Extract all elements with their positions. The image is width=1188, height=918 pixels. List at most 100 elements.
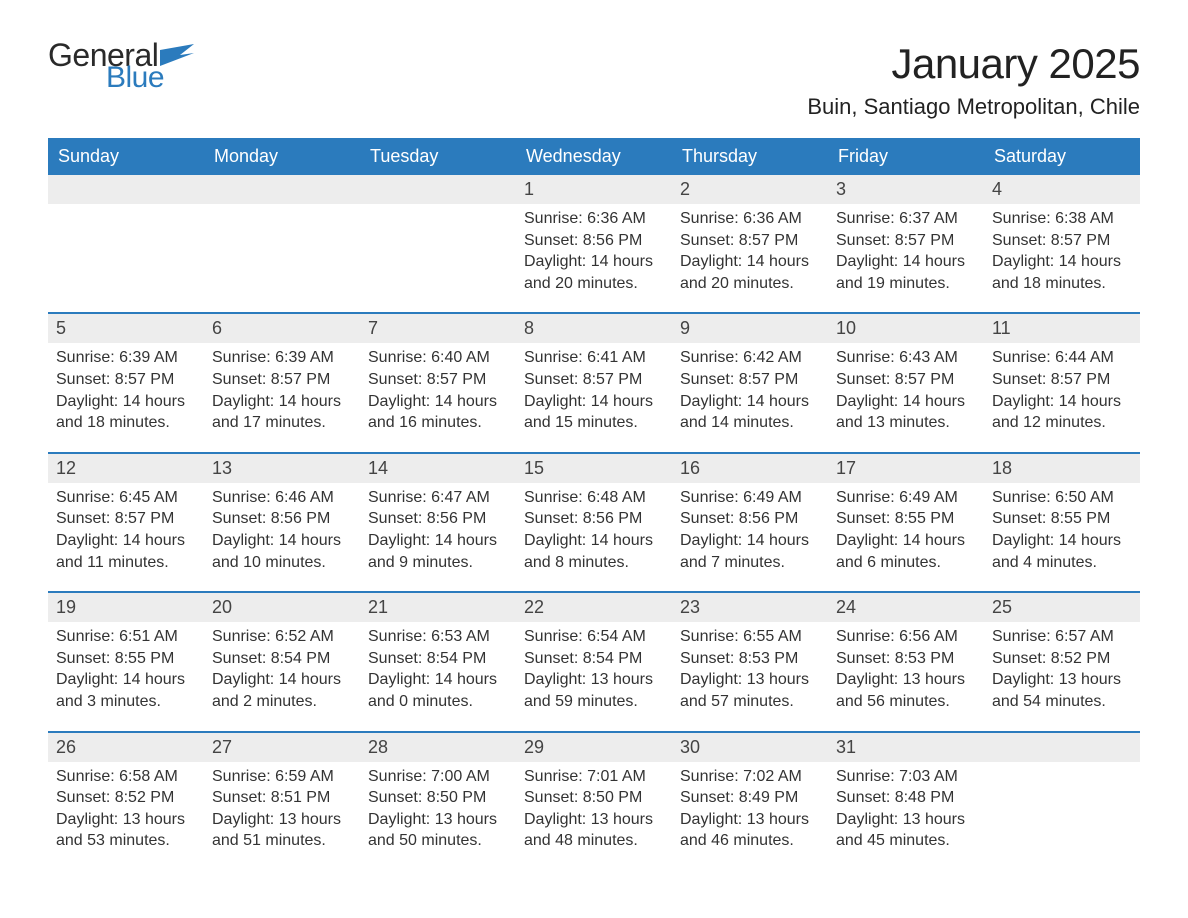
sunrise-label: Sunrise: 6:52 AM <box>212 626 352 648</box>
day-details: Sunrise: 6:46 AMSunset: 8:56 PMDaylight:… <box>204 483 360 591</box>
day-number: 17 <box>828 454 984 483</box>
sunset-label: Sunset: 8:52 PM <box>56 787 196 809</box>
day-details: Sunrise: 6:40 AMSunset: 8:57 PMDaylight:… <box>360 343 516 451</box>
daylight-line-2: and 3 minutes. <box>56 691 196 713</box>
daylight-line-1: Daylight: 13 hours <box>836 809 976 831</box>
date-band-row: 19202122232425 <box>48 593 1140 622</box>
day-number: 22 <box>516 593 672 622</box>
daylight-line-2: and 20 minutes. <box>680 273 820 295</box>
sunset-label: Sunset: 8:57 PM <box>368 369 508 391</box>
day-number: 2 <box>672 175 828 204</box>
location-label: Buin, Santiago Metropolitan, Chile <box>807 94 1140 120</box>
flag-icon <box>160 40 194 70</box>
daylight-line-1: Daylight: 14 hours <box>992 251 1132 273</box>
brand-logo: General Blue <box>48 40 194 93</box>
date-band-row: 262728293031 <box>48 733 1140 762</box>
day-number: 8 <box>516 314 672 343</box>
sunset-label: Sunset: 8:57 PM <box>680 369 820 391</box>
daylight-line-2: and 50 minutes. <box>368 830 508 852</box>
daylight-line-2: and 19 minutes. <box>836 273 976 295</box>
daylight-line-2: and 7 minutes. <box>680 552 820 574</box>
daylight-line-1: Daylight: 14 hours <box>680 391 820 413</box>
sunset-label: Sunset: 8:51 PM <box>212 787 352 809</box>
daylight-line-1: Daylight: 14 hours <box>524 391 664 413</box>
sunset-label: Sunset: 8:57 PM <box>836 230 976 252</box>
week-row: 19202122232425Sunrise: 6:51 AMSunset: 8:… <box>48 591 1140 730</box>
sunrise-label: Sunrise: 6:55 AM <box>680 626 820 648</box>
daylight-line-1: Daylight: 14 hours <box>212 669 352 691</box>
day-details: Sunrise: 6:39 AMSunset: 8:57 PMDaylight:… <box>204 343 360 451</box>
date-body-row: Sunrise: 6:36 AMSunset: 8:56 PMDaylight:… <box>48 204 1140 312</box>
day-number: 9 <box>672 314 828 343</box>
sunset-label: Sunset: 8:57 PM <box>56 508 196 530</box>
day-details: Sunrise: 7:02 AMSunset: 8:49 PMDaylight:… <box>672 762 828 870</box>
daylight-line-2: and 45 minutes. <box>836 830 976 852</box>
day-number: 6 <box>204 314 360 343</box>
day-details: Sunrise: 6:45 AMSunset: 8:57 PMDaylight:… <box>48 483 204 591</box>
sunset-label: Sunset: 8:56 PM <box>524 508 664 530</box>
day-number: 13 <box>204 454 360 483</box>
empty-day-band <box>204 175 360 204</box>
day-details: Sunrise: 6:53 AMSunset: 8:54 PMDaylight:… <box>360 622 516 730</box>
daylight-line-2: and 4 minutes. <box>992 552 1132 574</box>
daylight-line-1: Daylight: 14 hours <box>992 530 1132 552</box>
day-details: Sunrise: 6:50 AMSunset: 8:55 PMDaylight:… <box>984 483 1140 591</box>
daylight-line-1: Daylight: 14 hours <box>368 669 508 691</box>
sunrise-label: Sunrise: 6:47 AM <box>368 487 508 509</box>
sunrise-label: Sunrise: 6:42 AM <box>680 347 820 369</box>
daylight-line-2: and 56 minutes. <box>836 691 976 713</box>
date-band-row: 1234 <box>48 175 1140 204</box>
daylight-line-2: and 0 minutes. <box>368 691 508 713</box>
daylight-line-2: and 13 minutes. <box>836 412 976 434</box>
sunset-label: Sunset: 8:54 PM <box>368 648 508 670</box>
day-details: Sunrise: 6:49 AMSunset: 8:56 PMDaylight:… <box>672 483 828 591</box>
day-number: 28 <box>360 733 516 762</box>
day-details: Sunrise: 6:36 AMSunset: 8:57 PMDaylight:… <box>672 204 828 312</box>
sunset-label: Sunset: 8:49 PM <box>680 787 820 809</box>
sunrise-label: Sunrise: 6:39 AM <box>212 347 352 369</box>
sunrise-label: Sunrise: 7:01 AM <box>524 766 664 788</box>
empty-day-band <box>360 175 516 204</box>
day-number: 29 <box>516 733 672 762</box>
daylight-line-1: Daylight: 14 hours <box>212 391 352 413</box>
page-title: January 2025 <box>807 40 1140 88</box>
daylight-line-1: Daylight: 13 hours <box>680 669 820 691</box>
sunset-label: Sunset: 8:56 PM <box>680 508 820 530</box>
sunrise-label: Sunrise: 6:49 AM <box>836 487 976 509</box>
sunset-label: Sunset: 8:55 PM <box>992 508 1132 530</box>
day-details: Sunrise: 6:36 AMSunset: 8:56 PMDaylight:… <box>516 204 672 312</box>
sunrise-label: Sunrise: 6:36 AM <box>680 208 820 230</box>
sunset-label: Sunset: 8:57 PM <box>992 369 1132 391</box>
daylight-line-1: Daylight: 13 hours <box>992 669 1132 691</box>
day-details: Sunrise: 7:03 AMSunset: 8:48 PMDaylight:… <box>828 762 984 870</box>
dow-saturday: Saturday <box>984 138 1140 175</box>
empty-day-body <box>360 204 516 312</box>
empty-day-band <box>48 175 204 204</box>
daylight-line-1: Daylight: 14 hours <box>368 391 508 413</box>
daylight-line-2: and 8 minutes. <box>524 552 664 574</box>
date-band-row: 12131415161718 <box>48 454 1140 483</box>
sunrise-label: Sunrise: 6:48 AM <box>524 487 664 509</box>
daylight-line-2: and 46 minutes. <box>680 830 820 852</box>
day-number: 21 <box>360 593 516 622</box>
brand-logo-text: General Blue <box>48 40 194 93</box>
daylight-line-1: Daylight: 13 hours <box>524 669 664 691</box>
day-number: 30 <box>672 733 828 762</box>
day-number: 5 <box>48 314 204 343</box>
sunset-label: Sunset: 8:55 PM <box>56 648 196 670</box>
daylight-line-1: Daylight: 14 hours <box>524 530 664 552</box>
sunset-label: Sunset: 8:50 PM <box>524 787 664 809</box>
empty-day-band <box>984 733 1140 762</box>
day-details: Sunrise: 6:38 AMSunset: 8:57 PMDaylight:… <box>984 204 1140 312</box>
empty-day-body <box>984 762 1140 870</box>
daylight-line-2: and 18 minutes. <box>56 412 196 434</box>
sunset-label: Sunset: 8:56 PM <box>212 508 352 530</box>
daylight-line-1: Daylight: 14 hours <box>836 530 976 552</box>
daylight-line-2: and 51 minutes. <box>212 830 352 852</box>
week-row: 262728293031Sunrise: 6:58 AMSunset: 8:52… <box>48 731 1140 870</box>
day-details: Sunrise: 6:48 AMSunset: 8:56 PMDaylight:… <box>516 483 672 591</box>
day-number: 3 <box>828 175 984 204</box>
dow-tuesday: Tuesday <box>360 138 516 175</box>
empty-day-body <box>204 204 360 312</box>
sunrise-label: Sunrise: 6:56 AM <box>836 626 976 648</box>
